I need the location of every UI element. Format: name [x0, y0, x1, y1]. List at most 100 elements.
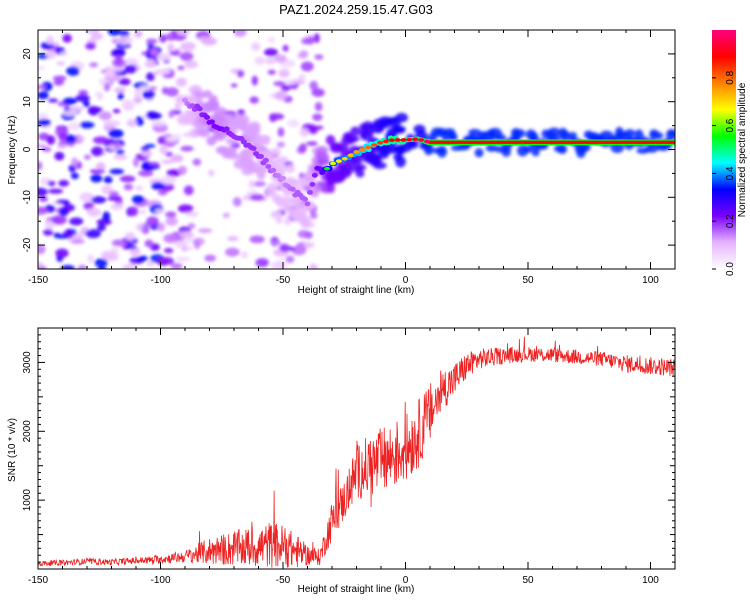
x-tick-label: 50 — [522, 575, 534, 586]
heatmap-cell — [146, 216, 159, 227]
heatmap-cell — [256, 170, 266, 181]
heatmap-cell — [43, 228, 54, 236]
ridge-core — [341, 156, 348, 161]
ridge-core — [482, 140, 486, 144]
ridge-core — [607, 140, 611, 144]
heatmap-cell — [141, 149, 153, 158]
heatmap-cell — [316, 154, 330, 161]
ridge-core — [509, 140, 513, 144]
heatmap-cell — [94, 92, 101, 97]
heatmap-cell — [270, 210, 283, 220]
heatmap-cell — [85, 30, 100, 35]
heatmap-cell — [127, 206, 139, 217]
heatmap-cell — [161, 86, 169, 95]
ridge-core — [406, 137, 413, 142]
heatmap-cell — [180, 41, 196, 51]
heatmap-cell — [144, 239, 154, 248]
heatmap-cell — [177, 239, 187, 246]
ridge-core — [617, 140, 621, 144]
heatmap-cell — [83, 202, 95, 211]
heatmap-cell — [282, 44, 289, 52]
y-tick-label: -10 — [22, 190, 33, 205]
heatmap-cell — [208, 169, 215, 177]
heatmap-cell — [314, 101, 323, 112]
heatmap-cell — [175, 30, 190, 36]
heatmap-cell — [92, 136, 109, 144]
ridge-cell — [275, 173, 282, 179]
heatmap-cell — [144, 59, 157, 68]
heatmap-cell — [474, 148, 484, 158]
heatmap-cell — [184, 60, 199, 69]
ridge-core — [668, 140, 672, 144]
heatmap-cell — [355, 164, 367, 171]
heatmap-cell — [124, 64, 137, 74]
heatmap-cell — [560, 130, 571, 142]
ridge-core — [394, 138, 401, 142]
heatmap-cell — [263, 48, 279, 57]
ridge-core — [440, 140, 444, 144]
heatmap-cell — [53, 79, 64, 86]
ridge-core — [467, 140, 471, 144]
heatmap-cell — [624, 129, 636, 137]
heatmap-cell — [368, 154, 380, 165]
heatmap-cell — [146, 261, 155, 267]
ridge-core — [382, 139, 389, 144]
ridge-core — [528, 140, 533, 144]
heatmap-cell — [97, 266, 107, 269]
heatmap-cell — [300, 61, 314, 72]
heatmap-cell — [177, 65, 185, 71]
heatmap-cell — [68, 122, 81, 131]
ridge-core — [619, 140, 623, 144]
ridge-core — [646, 140, 650, 144]
heatmap-cell — [60, 265, 75, 269]
ridge-core — [551, 140, 555, 144]
ridge-core — [573, 140, 577, 144]
heatmap-cell — [175, 77, 187, 87]
heatmap-cell — [62, 110, 78, 117]
heatmap-cell — [96, 223, 106, 232]
heatmap-cell — [254, 56, 266, 65]
heatmap-cell — [247, 132, 262, 142]
heatmap-cell — [299, 128, 310, 137]
heatmap-cell — [265, 187, 277, 196]
heatmap-cell — [124, 244, 138, 250]
heatmap-cell — [77, 265, 88, 269]
heatmap-cell — [102, 211, 111, 222]
ridge-core — [388, 138, 395, 143]
heatmap-cell — [75, 94, 90, 102]
snr-ylabel: SNR (10 * v/v) — [7, 418, 18, 482]
heatmap-cell — [114, 55, 123, 66]
heatmap-cell — [114, 87, 126, 94]
heatmap-cell — [38, 244, 46, 255]
heatmap-cell — [170, 262, 183, 269]
heatmap-cell — [372, 162, 387, 170]
ridge-core — [533, 140, 538, 144]
ridge-cell — [280, 175, 286, 181]
y-tick-label: -20 — [22, 237, 33, 252]
heatmap-cell — [274, 260, 287, 269]
heatmap-cell — [312, 113, 323, 121]
heatmap-cell — [114, 38, 128, 43]
heatmap-cell — [395, 125, 406, 133]
ridge-cell — [257, 154, 264, 160]
heatmap-cell — [54, 151, 65, 161]
heatmap-cell — [153, 70, 160, 76]
heatmap-cell — [159, 144, 169, 155]
heatmap-cell — [111, 239, 127, 247]
heatmap-cell — [56, 144, 67, 149]
heatmap-cell — [634, 129, 644, 142]
y-tick-label: 2000 — [22, 420, 33, 443]
ridge-cell — [262, 157, 269, 163]
ridge-core — [631, 140, 636, 144]
heatmap-cell — [287, 119, 300, 128]
heatmap-cell — [116, 148, 125, 156]
ridge-core — [347, 153, 354, 158]
ridge-core — [457, 140, 462, 144]
heatmap-cell — [306, 141, 318, 146]
heatmap-cell — [124, 231, 136, 241]
heatmap-cell — [151, 120, 167, 127]
ridge-core — [536, 140, 540, 144]
colorbar-gradient — [712, 30, 736, 269]
ridge-core — [433, 140, 437, 144]
